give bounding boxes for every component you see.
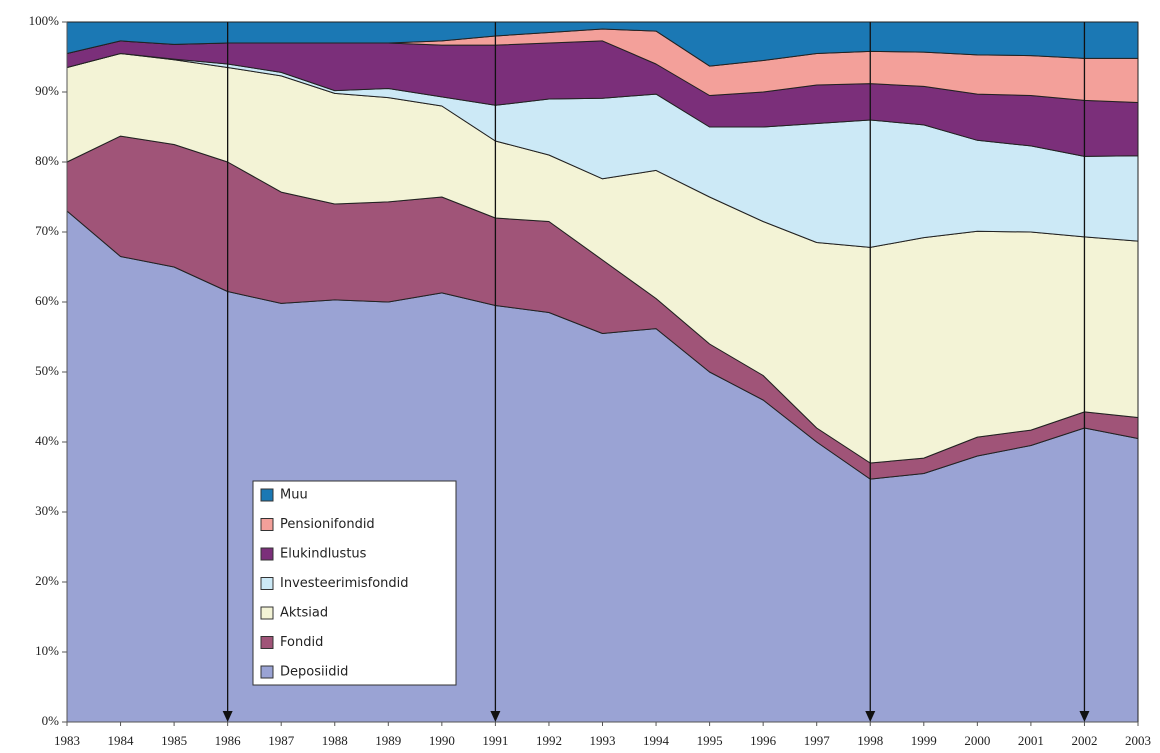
y-tick-label: 40% bbox=[35, 433, 59, 448]
x-tick-label: 1985 bbox=[161, 733, 187, 748]
x-tick-label: 1984 bbox=[108, 733, 135, 748]
x-tick-label: 1986 bbox=[215, 733, 242, 748]
legend-label: Muu bbox=[280, 488, 308, 503]
x-tick-label: 1998 bbox=[857, 733, 883, 748]
y-tick-label: 30% bbox=[35, 503, 59, 518]
legend-label: Deposiidid bbox=[280, 665, 348, 680]
x-tick-label: 1992 bbox=[536, 733, 562, 748]
legend-swatch bbox=[260, 636, 274, 649]
y-tick-label: 80% bbox=[35, 153, 59, 168]
x-tick-label: 1997 bbox=[804, 733, 831, 748]
legend-label: Pensionifondid bbox=[280, 517, 375, 532]
legend-swatch bbox=[260, 488, 274, 502]
legend-swatch bbox=[260, 518, 274, 531]
y-tick-label: 20% bbox=[35, 573, 59, 588]
y-tick-label: 10% bbox=[35, 643, 59, 658]
x-tick-label: 1996 bbox=[750, 733, 777, 748]
x-tick-label: 1994 bbox=[643, 733, 670, 748]
legend-swatch bbox=[260, 577, 274, 590]
x-tick-label: 2002 bbox=[1071, 733, 1097, 748]
legend-label: Fondid bbox=[280, 635, 323, 650]
y-tick-label: 100% bbox=[29, 13, 60, 28]
x-tick-label: 1983 bbox=[54, 733, 80, 748]
x-tick-label: 1995 bbox=[697, 733, 723, 748]
y-tick-label: 90% bbox=[35, 83, 59, 98]
arrow-head bbox=[1079, 711, 1090, 722]
y-tick-label: 0% bbox=[42, 713, 60, 728]
legend-swatch bbox=[260, 606, 274, 620]
arrow-head bbox=[222, 711, 233, 722]
legend-label: Aktsiad bbox=[280, 606, 328, 621]
x-tick-label: 1989 bbox=[375, 733, 401, 748]
x-tick-label: 2000 bbox=[964, 733, 990, 748]
legend-label: Elukindlustus bbox=[280, 547, 367, 562]
x-tick-label: 2003 bbox=[1125, 733, 1151, 748]
x-tick-label: 1993 bbox=[590, 733, 616, 748]
x-tick-label: 1990 bbox=[429, 733, 455, 748]
legend-swatch bbox=[260, 547, 274, 561]
x-tick-label: 2001 bbox=[1018, 733, 1044, 748]
x-tick-label: 1999 bbox=[911, 733, 937, 748]
x-tick-label: 1987 bbox=[268, 733, 295, 748]
legend-swatch bbox=[260, 665, 274, 679]
x-tick-label: 1991 bbox=[482, 733, 508, 748]
y-tick-label: 60% bbox=[35, 293, 59, 308]
arrow-head bbox=[490, 711, 501, 722]
arrow-head bbox=[865, 711, 876, 722]
legend bbox=[252, 480, 457, 686]
legend-label: Investeerimisfondid bbox=[280, 576, 409, 591]
y-tick-label: 70% bbox=[35, 223, 59, 238]
y-tick-label: 50% bbox=[35, 363, 59, 378]
x-tick-label: 1988 bbox=[322, 733, 348, 748]
